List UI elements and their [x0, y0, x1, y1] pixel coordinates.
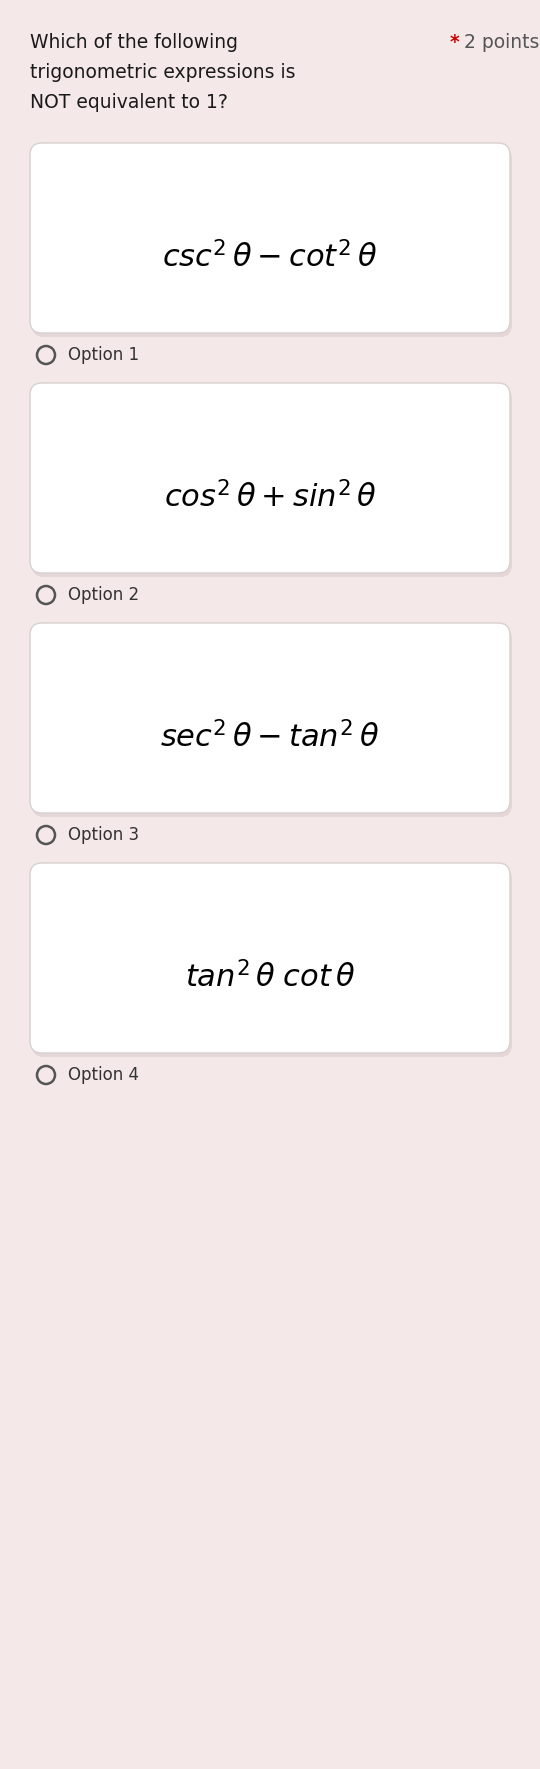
- FancyBboxPatch shape: [30, 863, 510, 1053]
- FancyBboxPatch shape: [32, 387, 512, 577]
- Text: Option 2: Option 2: [68, 586, 139, 603]
- Text: Which of the following: Which of the following: [30, 34, 238, 51]
- Text: *: *: [450, 34, 460, 51]
- Text: Option 4: Option 4: [68, 1067, 139, 1084]
- Text: Option 3: Option 3: [68, 826, 139, 844]
- Text: $\mathit{tan}^2\,\theta\;\mathit{cot}\,\theta$: $\mathit{tan}^2\,\theta\;\mathit{cot}\,\…: [185, 961, 355, 992]
- FancyBboxPatch shape: [32, 147, 512, 338]
- FancyBboxPatch shape: [30, 623, 510, 814]
- FancyBboxPatch shape: [30, 143, 510, 333]
- Text: $\mathit{sec}^2\,\theta - \mathit{tan}^2\,\theta$: $\mathit{sec}^2\,\theta - \mathit{tan}^2…: [160, 720, 380, 754]
- Text: $\mathit{cos}^2\,\theta + \mathit{sin}^2\,\theta$: $\mathit{cos}^2\,\theta + \mathit{sin}^2…: [164, 481, 376, 513]
- Text: trigonometric expressions is: trigonometric expressions is: [30, 64, 295, 81]
- Text: NOT equivalent to 1?: NOT equivalent to 1?: [30, 94, 228, 111]
- FancyBboxPatch shape: [32, 626, 512, 817]
- FancyBboxPatch shape: [32, 867, 512, 1058]
- Text: $\mathit{csc}^2\,\theta - \mathit{cot}^2\,\theta$: $\mathit{csc}^2\,\theta - \mathit{cot}^2…: [163, 241, 377, 272]
- Text: 2 points: 2 points: [464, 34, 539, 51]
- Text: Option 1: Option 1: [68, 347, 139, 364]
- FancyBboxPatch shape: [30, 384, 510, 573]
